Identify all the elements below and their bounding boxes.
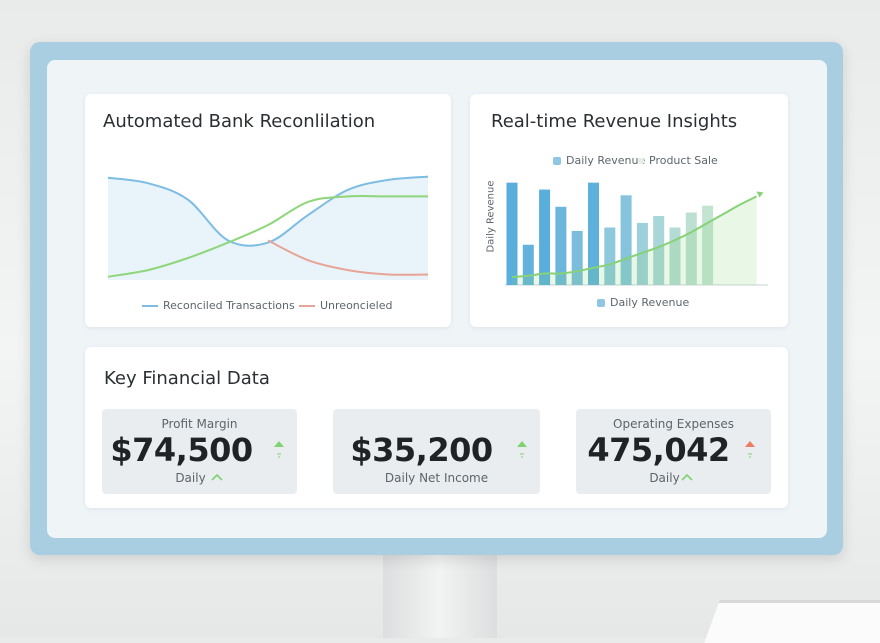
metric-value: $74,500	[110, 431, 253, 469]
area	[512, 196, 757, 285]
legend-label: Product Sale	[649, 154, 718, 167]
bar	[588, 182, 599, 285]
legend-label: Daily Revenue	[566, 154, 646, 167]
trend-icon	[745, 441, 755, 458]
metric-card: Operating Expenses 475,042 Daily	[576, 409, 771, 494]
metric-sub: Daily Net Income	[384, 471, 489, 485]
legend-item: Unreoncieled	[299, 299, 392, 312]
legend-swatch	[142, 304, 158, 307]
legend-item: Product Sale	[638, 154, 718, 167]
legend-swatch	[553, 156, 561, 165]
bar	[669, 227, 681, 285]
line	[267, 239, 429, 276]
panel-title: Key Financial Data	[104, 368, 270, 389]
line	[107, 175, 429, 247]
metric-value: 475,042	[587, 431, 730, 469]
legend-item: Daily Revenue	[553, 154, 645, 167]
bar	[685, 212, 697, 285]
metric-label: Operating Expenses	[613, 417, 734, 431]
bar	[653, 216, 665, 285]
legend-swatch	[597, 298, 605, 307]
metric-card: Profit Margin $74,500 Daily	[102, 409, 297, 494]
trend-icon	[517, 441, 527, 458]
bar	[506, 182, 518, 285]
legend-swatch	[638, 157, 644, 164]
metric-sub: Daily	[649, 471, 680, 485]
chart-caption: Daily Revenue	[610, 296, 690, 309]
bar	[620, 195, 632, 285]
chevron-icon	[681, 473, 693, 481]
legend-item: Daily Revenue	[597, 296, 689, 309]
legend-label: Reconciled Transactions	[163, 299, 295, 312]
bar	[571, 230, 583, 285]
metric-label: Profit Margin	[161, 417, 238, 431]
bar	[539, 189, 551, 285]
bar	[702, 205, 714, 285]
line	[107, 194, 428, 278]
trend-icon	[274, 441, 284, 458]
metric-value: $35,200	[350, 431, 493, 469]
reconciliation-panel	[85, 94, 451, 327]
arrow-head	[756, 191, 764, 198]
area	[108, 176, 428, 280]
bar	[555, 206, 567, 285]
chevron-icon	[211, 473, 223, 481]
legend-item: Reconciled Transactions	[142, 299, 295, 312]
panel-title: Automated Bank Reconlilation	[103, 111, 376, 132]
bar	[522, 244, 534, 285]
metric-card: $35,200 Daily Net Income	[333, 409, 540, 494]
panel-title: Real-time Revenue Insights	[491, 111, 738, 132]
legend-swatch	[299, 304, 315, 307]
legend-label: Unreoncieled	[320, 299, 393, 312]
bar	[604, 227, 616, 285]
bar	[636, 222, 648, 285]
line	[511, 195, 757, 278]
monitor-stand	[383, 555, 497, 638]
metric-sub: Daily	[175, 471, 206, 485]
